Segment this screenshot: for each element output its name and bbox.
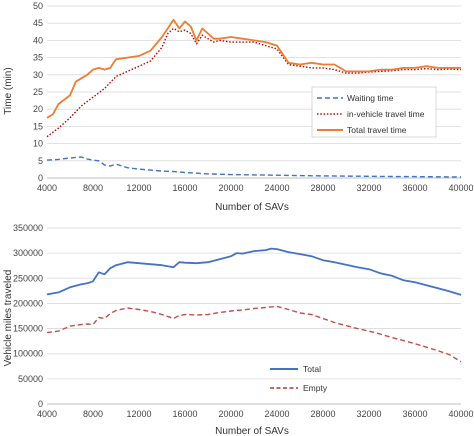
vmt-chart-y-tick-label: 100000	[13, 349, 43, 359]
vmt-chart-y-tick-label: 50000	[18, 374, 43, 384]
legend-total-time-label: Total travel time	[347, 125, 407, 135]
time-chart-x-tick-label: 32000	[356, 183, 381, 193]
time-chart-y-tick-label: 45	[33, 18, 43, 28]
vmt-chart-y-tick-label: 250000	[13, 273, 43, 283]
time-chart-x-tick-label: 12000	[126, 183, 151, 193]
time-chart-x-tick-label: 36000	[402, 183, 427, 193]
legend-total-vmt-label: Total	[303, 364, 321, 374]
time-chart-series-waiting-time	[46, 156, 462, 178]
legend-in-vehicle-label: in-vehicle travel time	[347, 109, 425, 119]
time-chart-x-tick-label: 28000	[310, 183, 335, 193]
vmt-chart-x-tick-label: 4000	[37, 409, 57, 419]
time-chart-y-tick-labels: 0 5 10 15 20 25 30 35 40 45 50	[33, 1, 43, 183]
vmt-chart-x-tick-label: 40000	[448, 409, 473, 419]
time-chart-series-total-travel-time	[46, 18, 461, 119]
vmt-chart-x-tick-label: 32000	[356, 409, 381, 419]
time-chart-y-tick-label: 25	[33, 87, 43, 97]
vmt-chart-y-tick-label: 150000	[13, 324, 43, 334]
vmt-chart-x-tick-label: 20000	[218, 409, 243, 419]
vmt-chart-x-axis-title: Number of SAVs	[215, 426, 289, 436]
time-chart-y-tick-label: 30	[33, 70, 43, 80]
time-chart-legend-box	[311, 86, 437, 138]
vmt-chart-x-tick-labels: 4000 8000 12000 16000 20000 24000 28000 32000 36…	[37, 409, 474, 419]
time-chart-series	[46, 18, 462, 178]
time-chart-y-tick-label: 15	[33, 121, 43, 131]
vmt-chart-gridlines	[47, 227, 461, 405]
vmt-chart-series	[46, 247, 462, 363]
time-chart-y-tick-label: 10	[33, 139, 43, 149]
time-chart-x-tick-label: 16000	[172, 183, 197, 193]
vmt-chart-series-total	[46, 247, 462, 296]
legend-empty-vmt-label: Empty	[303, 383, 328, 393]
time-chart-x-tick-label: 40000	[448, 183, 473, 193]
time-chart-y-tick-label: 0	[38, 173, 43, 183]
vmt-chart-y-tick-labels: 0 50000 100000 150000 200000 250000 300000 3500…	[13, 223, 43, 409]
time-chart-x-axis-title: Number of SAVs	[215, 202, 289, 213]
time-chart-legend: Waiting time in-vehicle travel time Tota…	[311, 86, 437, 138]
vmt-chart-legend: Total Empty	[270, 364, 328, 393]
vmt-chart-y-tick-label: 350000	[13, 223, 43, 233]
time-chart-y-tick-label: 5	[38, 156, 43, 166]
vmt-chart-x-tick-label: 36000	[402, 409, 427, 419]
time-chart-y-axis-title: Time (min)	[3, 67, 14, 114]
time-chart-x-tick-label: 20000	[218, 183, 243, 193]
vmt-chart-y-axis-title: Vehicle miles traveled	[3, 270, 14, 367]
vmt-chart-series-empty	[46, 305, 462, 363]
vmt-chart-x-tick-label: 16000	[172, 409, 197, 419]
vmt-chart-x-tick-label: 24000	[264, 409, 289, 419]
time-chart-y-tick-label: 20	[33, 104, 43, 114]
vmt-chart-y-tick-label: 300000	[13, 248, 43, 258]
legend-waiting-time-label: Waiting time	[347, 93, 394, 103]
time-chart-x-tick-labels: 4000 8000 12000 16000 20000 24000 28000 32000 36…	[37, 183, 474, 193]
vmt-chart-x-tick-label: 28000	[310, 409, 335, 419]
time-chart-y-tick-label: 40	[33, 35, 43, 45]
time-chart-y-tick-label: 50	[33, 1, 43, 11]
vmt-chart-x-tick-label: 12000	[126, 409, 151, 419]
time-chart-x-tick-label: 4000	[37, 183, 57, 193]
time-chart-series-in-vehicle-travel-time	[46, 27, 462, 138]
time-chart-x-tick-label: 8000	[83, 183, 103, 193]
vmt-chart: 4000 8000 12000 16000 20000 24000 28000 32000 36…	[3, 223, 474, 436]
vmt-chart-y-tick-label: 200000	[13, 298, 43, 308]
time-chart-x-tick-label: 24000	[264, 183, 289, 193]
time-chart: 4000 8000 12000 16000 20000 24000 28000 32000 36…	[3, 1, 474, 213]
vmt-chart-x-tick-label: 8000	[83, 409, 103, 419]
time-chart-y-tick-label: 35	[33, 53, 43, 63]
vmt-chart-y-tick-label: 0	[38, 399, 43, 409]
